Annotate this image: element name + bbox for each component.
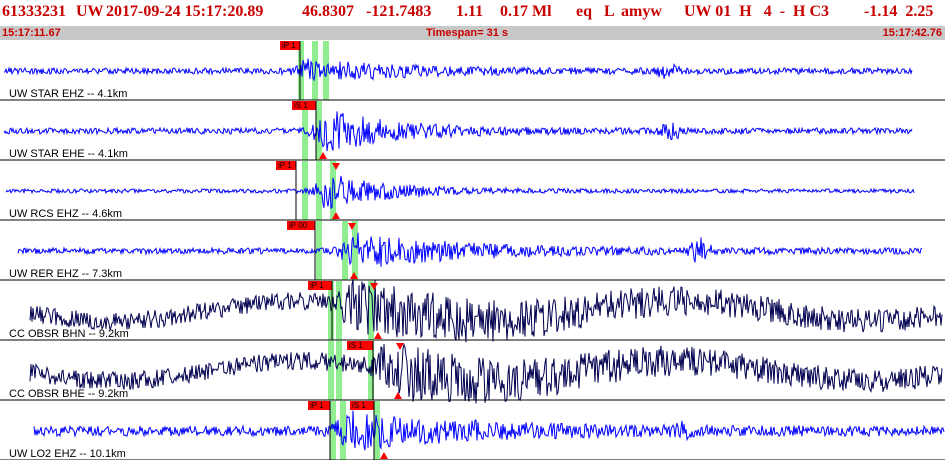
event-longitude: -121.7483 <box>366 3 432 20</box>
waveform-trace <box>33 410 945 451</box>
pick-arrow <box>332 163 340 170</box>
waveform-panel[interactable]: iP 1 UW STAR EHZ -- 4.1km iS 1 UW STAR EHE … <box>0 40 945 460</box>
solution-info: UW 01 H 4 - H C3 <box>684 3 830 20</box>
pick-marker[interactable] <box>308 401 330 410</box>
pick-window <box>374 401 380 460</box>
pick-label: iP 1 <box>310 401 324 410</box>
pick-arrow <box>370 283 378 290</box>
pick-arrow <box>396 343 404 350</box>
end-time: 15:17:42.76 <box>882 27 942 39</box>
channel-label: UW LO2 EHZ -- 10.1km <box>9 448 126 460</box>
waveform-trace <box>29 279 943 343</box>
channel-row[interactable]: iP 1 CC OBSR BHN -- 9.2km <box>0 279 945 343</box>
channel-label: UW STAR EHZ -- 4.1km <box>9 88 127 100</box>
start-time: 15:17:11.67 <box>2 27 61 39</box>
extra-values: -1.14 2.25 <box>864 3 934 20</box>
pick-label: iS 1 <box>349 341 363 350</box>
pick-window <box>340 401 346 460</box>
event-latitude: 46.8307 <box>302 3 354 20</box>
pick-label: iS 1 <box>294 101 308 110</box>
event-network: UW <box>76 3 104 20</box>
event-id: 61333231 <box>2 3 66 20</box>
pick-marker[interactable] <box>347 341 373 350</box>
time-bar: 15:17:11.67 Timespan= 31 s 15:17:42.76 <box>0 26 945 40</box>
pick-arrow <box>332 212 340 219</box>
pick-marker[interactable] <box>350 401 374 410</box>
waveform-trace <box>3 111 913 152</box>
pick-marker[interactable] <box>287 221 315 230</box>
pick-arrow <box>350 272 358 279</box>
channel-row[interactable]: iP 00 UW RER EHZ -- 7.3km <box>0 221 945 281</box>
pick-label: iP 00 <box>289 221 308 230</box>
event-type: eq <box>576 3 592 20</box>
timespan: Timespan= 31 s <box>426 27 509 39</box>
channel-row[interactable]: iS 1 CC OBSR BHE -- 9.2km <box>0 341 945 404</box>
pick-marker[interactable] <box>308 281 332 290</box>
channel-row[interactable]: iP 1 UW RCS EHZ -- 4.6km <box>0 161 945 221</box>
event-magnitude: 0.17 Ml <box>500 3 552 20</box>
location-type: L <box>604 3 615 20</box>
pick-label: iP 1 <box>310 281 324 290</box>
pick-arrow <box>348 223 356 230</box>
waveform-trace <box>5 175 915 210</box>
pick-marker[interactable] <box>292 101 316 110</box>
pick-label: iP 1 <box>278 161 292 170</box>
pick-window <box>336 341 342 400</box>
pick-window <box>316 101 322 160</box>
pick-window <box>330 401 336 460</box>
channel-label: UW RER EHZ -- 7.3km <box>9 268 122 280</box>
pick-arrow <box>374 332 382 339</box>
waveform-trace <box>17 232 923 267</box>
channel-label: UW STAR EHE -- 4.1km <box>9 148 128 160</box>
channel-row[interactable]: iP 1 iS 1 UW LO2 EHZ -- 10.1km <box>0 401 945 460</box>
event-author: amyw <box>621 3 662 20</box>
pick-label: iS 1 <box>352 401 366 410</box>
pick-marker[interactable] <box>276 161 296 170</box>
event-depth: 1.11 <box>456 3 484 20</box>
pick-label: iP 1 <box>282 41 296 50</box>
channel-row[interactable]: iP 1 UW STAR EHZ -- 4.1km <box>0 41 945 101</box>
pick-arrow <box>380 452 388 459</box>
pick-arrow <box>394 392 402 399</box>
waveform-trace <box>3 58 913 82</box>
channel-row[interactable]: iS 1 UW STAR EHE -- 4.1km <box>0 101 945 161</box>
event-summary-header: 61333231 UW 2017-09-24 15:17:20.89 46.83… <box>0 0 945 26</box>
waveform-trace <box>29 342 943 404</box>
pick-marker[interactable] <box>280 41 300 50</box>
pick-window <box>368 281 374 340</box>
pick-window <box>323 41 329 100</box>
pick-window <box>302 101 308 160</box>
channel-label: UW RCS EHZ -- 4.6km <box>9 208 122 220</box>
pick-arrow <box>319 152 327 159</box>
channel-label: CC OBSR BHN -- 9.2km <box>9 328 129 340</box>
pick-window <box>336 281 342 340</box>
pick-window <box>328 341 334 400</box>
channel-label: CC OBSR BHE -- 9.2km <box>9 388 128 400</box>
pick-window <box>352 221 358 280</box>
origin-time: 2017-09-24 15:17:20.89 <box>106 3 264 20</box>
